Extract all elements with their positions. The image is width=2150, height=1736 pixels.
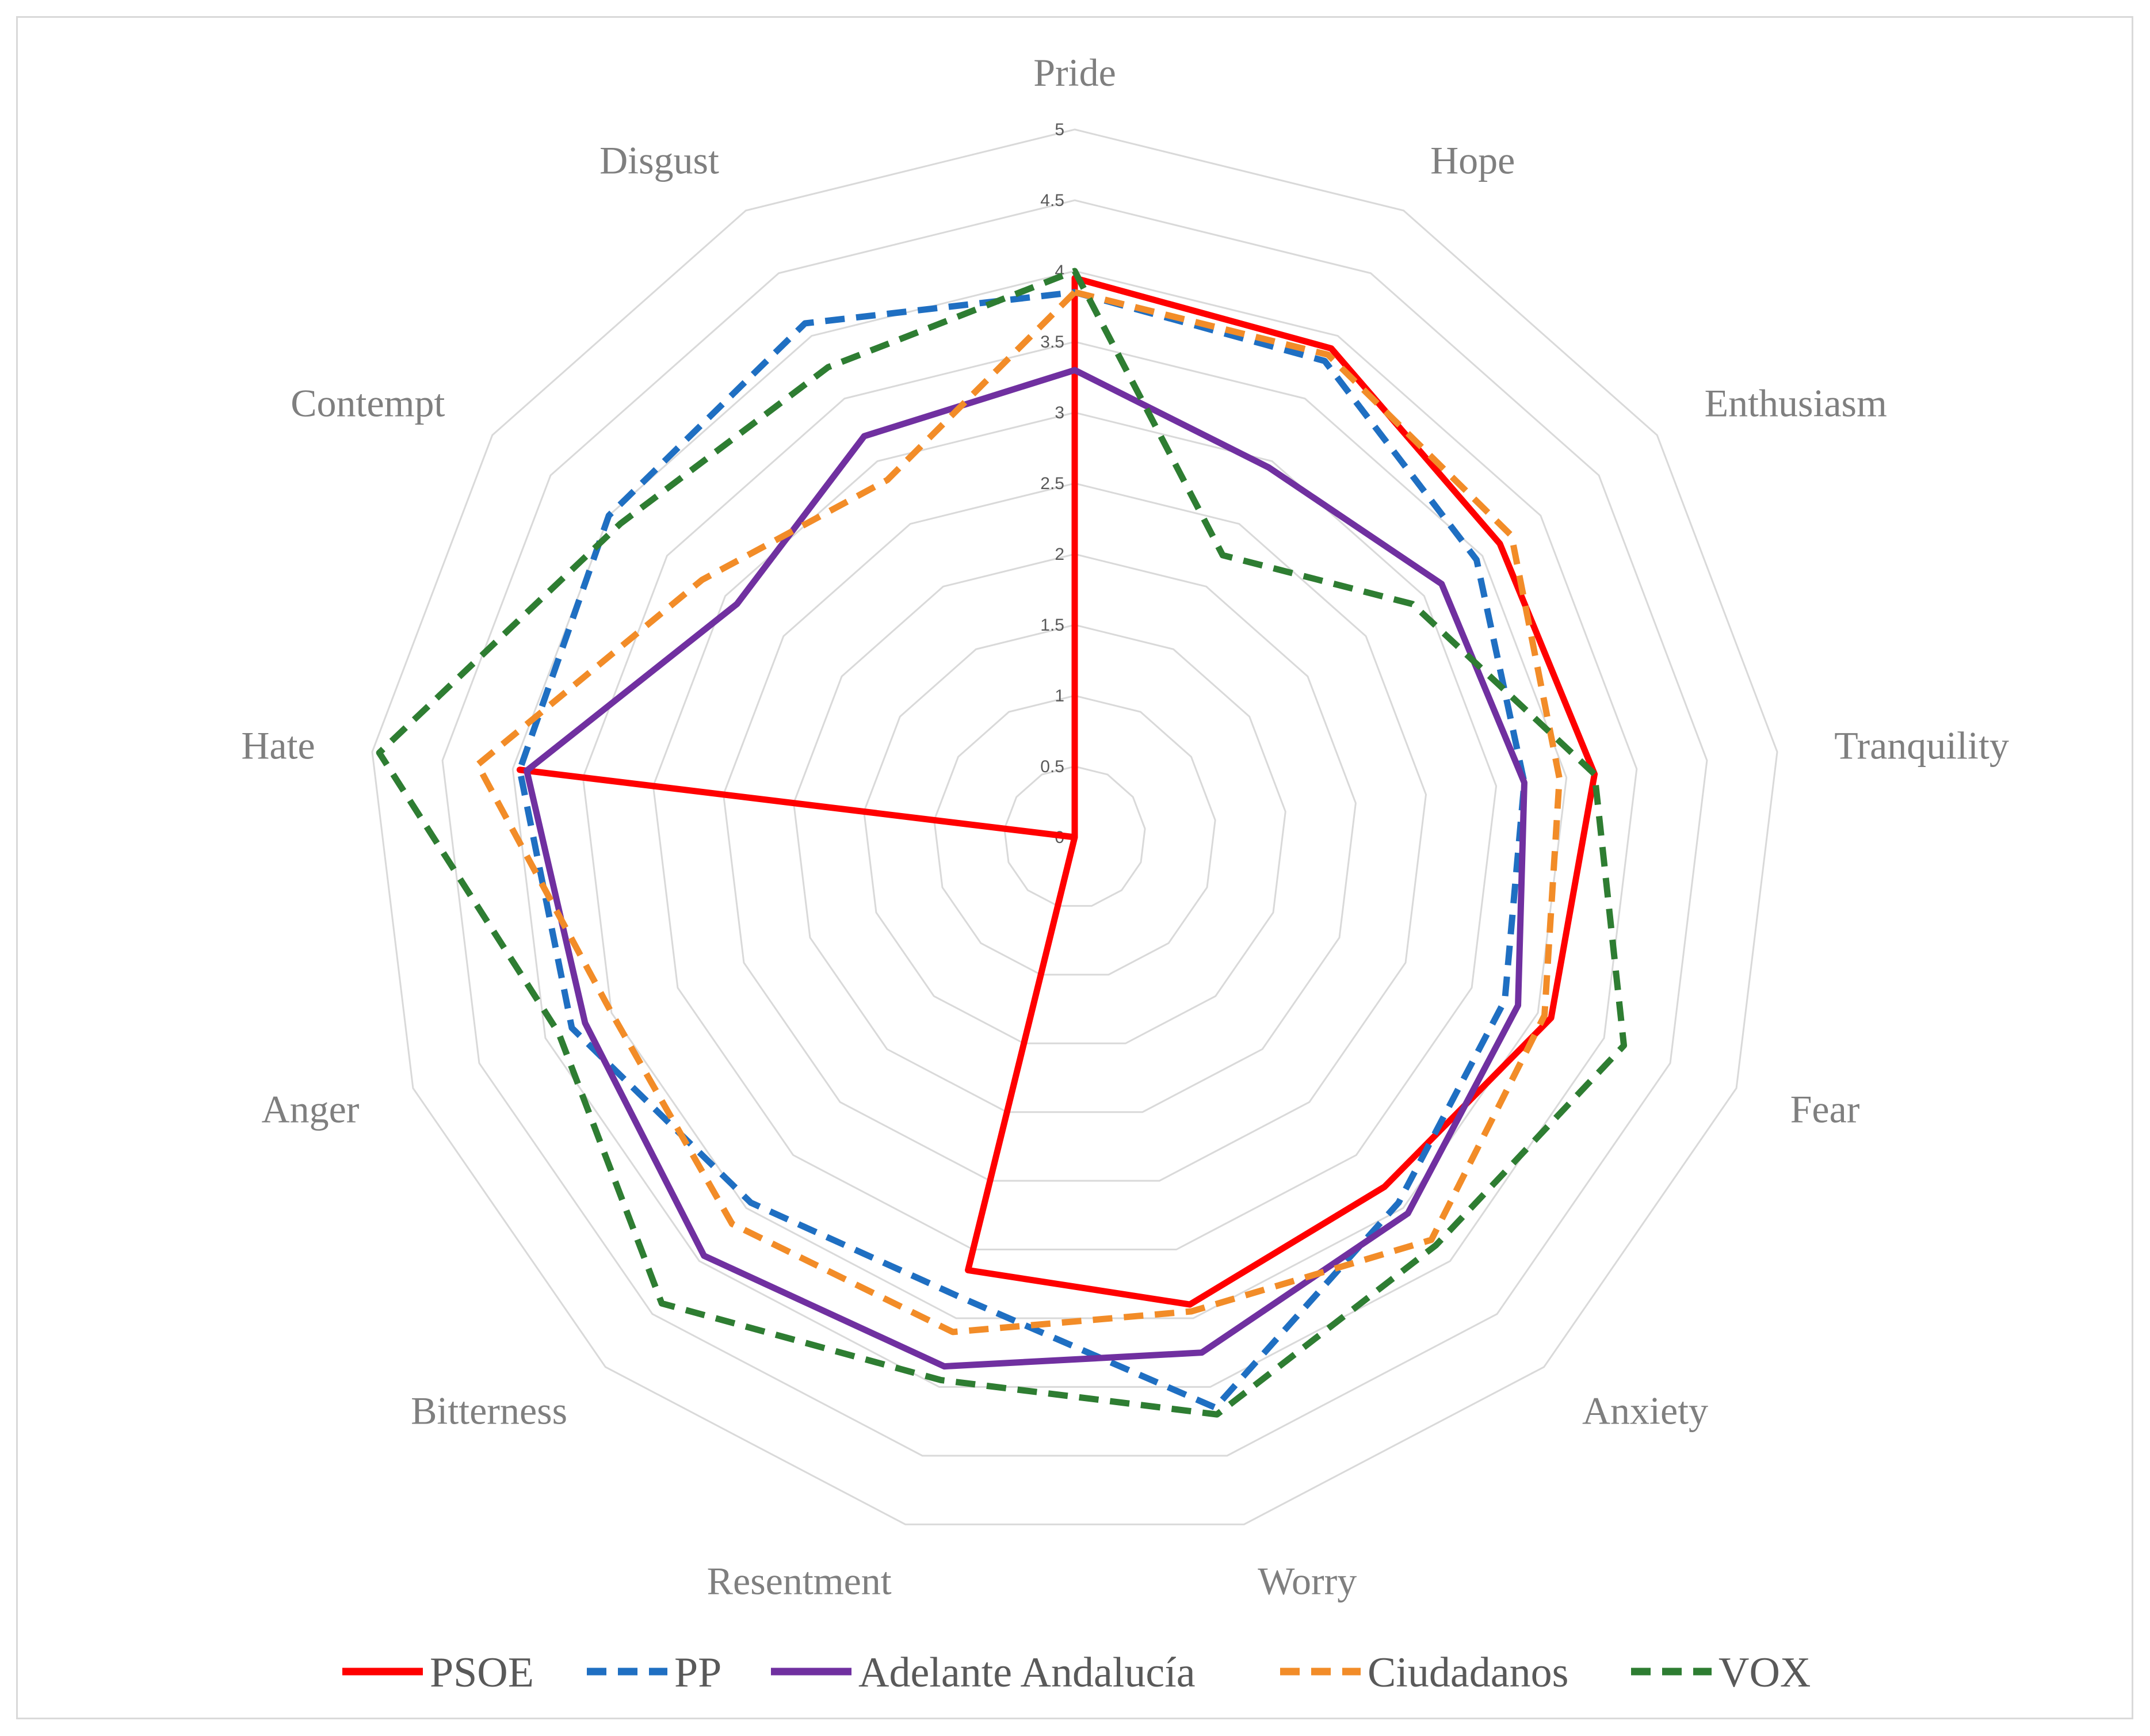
legend: PSOE PP Adelante Andalucía Ciudadanos VOX xyxy=(342,1649,1811,1696)
category-label: Worry xyxy=(1258,1559,1357,1603)
category-label: Tranquility xyxy=(1834,724,2009,768)
category-label: Anger xyxy=(261,1088,359,1131)
grid-ring xyxy=(793,553,1357,1113)
category-label: Contempt xyxy=(291,381,445,425)
category-label: Resentment xyxy=(707,1559,892,1603)
category-label: Bitterness xyxy=(411,1389,567,1433)
radial-tick-label: 3 xyxy=(1055,403,1064,422)
category-label: Pride xyxy=(1033,51,1116,94)
series-line-ciudadanos xyxy=(474,289,1563,1336)
legend-label: Adelante Andalucía xyxy=(858,1649,1196,1696)
series-line-psoe xyxy=(516,274,1598,1308)
category-label: Enthusiasm xyxy=(1705,381,1887,425)
category-label: Anxiety xyxy=(1582,1389,1708,1433)
radial-tick-label: 2 xyxy=(1055,545,1064,564)
grid-ring xyxy=(933,695,1216,976)
grid-ring xyxy=(652,411,1498,1251)
legend-label: Ciudadanos xyxy=(1368,1649,1568,1696)
legend-label: PSOE xyxy=(430,1649,534,1696)
radial-tick-label: 4.5 xyxy=(1040,191,1064,210)
grid-ring xyxy=(441,199,1708,1457)
grid-ring xyxy=(582,341,1568,1319)
category-label: Disgust xyxy=(599,138,719,182)
radial-tick-label: 3.5 xyxy=(1040,333,1064,352)
category-label: Fear xyxy=(1790,1088,1860,1131)
category-label: Hope xyxy=(1430,138,1515,182)
category-label: Hate xyxy=(241,724,315,768)
grid-ring xyxy=(371,128,1778,1525)
legend-label: VOX xyxy=(1719,1649,1811,1696)
category-labels: Pride Hope Enthusiasm Tranquility Fear Anxiet… xyxy=(241,51,2009,1603)
radial-tick-label: 0.5 xyxy=(1040,757,1064,776)
grid-ring xyxy=(1003,765,1146,907)
radial-tick-label: 1 xyxy=(1055,686,1064,705)
series-line-pp xyxy=(516,289,1527,1411)
grid-ring xyxy=(863,624,1286,1044)
series-line-vox xyxy=(376,268,1628,1418)
radar-grid xyxy=(371,128,1778,1525)
series-line-adelante-andaluc-a xyxy=(524,367,1527,1370)
radial-tick-label: 1.5 xyxy=(1040,616,1064,635)
radial-tick-label: 2.5 xyxy=(1040,474,1064,493)
legend-label: PP xyxy=(674,1649,721,1696)
radial-tick-labels: 00.511.522.533.544.55 xyxy=(1040,120,1064,847)
radial-tick-label: 5 xyxy=(1055,120,1064,139)
series-layer xyxy=(376,268,1628,1418)
grid-ring xyxy=(722,482,1427,1182)
